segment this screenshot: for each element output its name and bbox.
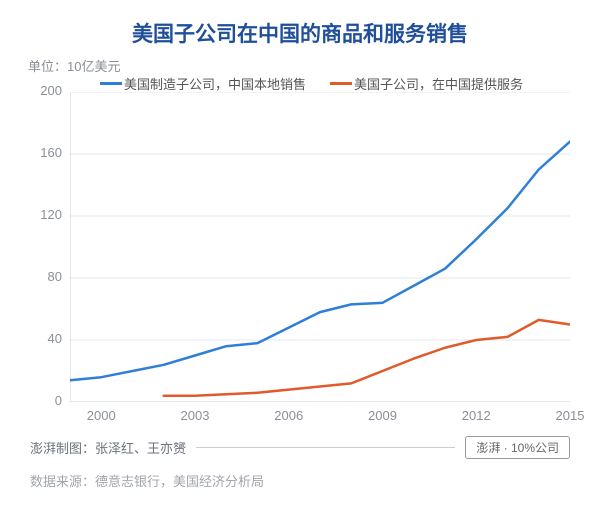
unit-label: 单位：10亿美元 [28, 56, 120, 75]
footer: 澎湃制图：张泽红、王亦赟 澎湃 · 10%公司 数据来源：德意志银行，美国经济分… [30, 436, 570, 490]
legend-label-1: 美国制造子公司，中国本地销售 [124, 74, 306, 93]
legend: 美国制造子公司，中国本地销售 美国子公司，在中国提供服务 [100, 74, 523, 93]
ytick-label: 160 [22, 145, 62, 160]
xtick-label: 2003 [181, 408, 210, 423]
legend-item-1: 美国制造子公司，中国本地销售 [100, 74, 306, 93]
watermark-badge: 澎湃 · 10%公司 [465, 436, 570, 459]
legend-swatch-1 [100, 82, 122, 85]
ytick-label: 0 [22, 393, 62, 408]
credit-text: 澎湃制图：张泽红、王亦赟 [30, 438, 186, 457]
xtick-label: 2015 [556, 408, 585, 423]
watermark-text: 澎湃 · 10%公司 [476, 439, 559, 456]
chart-svg [70, 92, 570, 402]
xtick-label: 2009 [368, 408, 397, 423]
ytick-label: 40 [22, 331, 62, 346]
xtick-label: 2006 [274, 408, 303, 423]
xtick-label: 2000 [87, 408, 116, 423]
credit-line [196, 447, 455, 448]
chart-area [70, 92, 570, 402]
ytick-label: 200 [22, 83, 62, 98]
legend-swatch-2 [330, 82, 352, 85]
ytick-label: 80 [22, 269, 62, 284]
ytick-label: 120 [22, 207, 62, 222]
xtick-label: 2012 [462, 408, 491, 423]
source-text: 数据来源：德意志银行，美国经济分析局 [30, 471, 570, 490]
legend-label-2: 美国子公司，在中国提供服务 [354, 74, 523, 93]
chart-title: 美国子公司在中国的商品和服务销售 [0, 0, 600, 48]
legend-item-2: 美国子公司，在中国提供服务 [330, 74, 523, 93]
credit-row: 澎湃制图：张泽红、王亦赟 澎湃 · 10%公司 [30, 436, 570, 459]
